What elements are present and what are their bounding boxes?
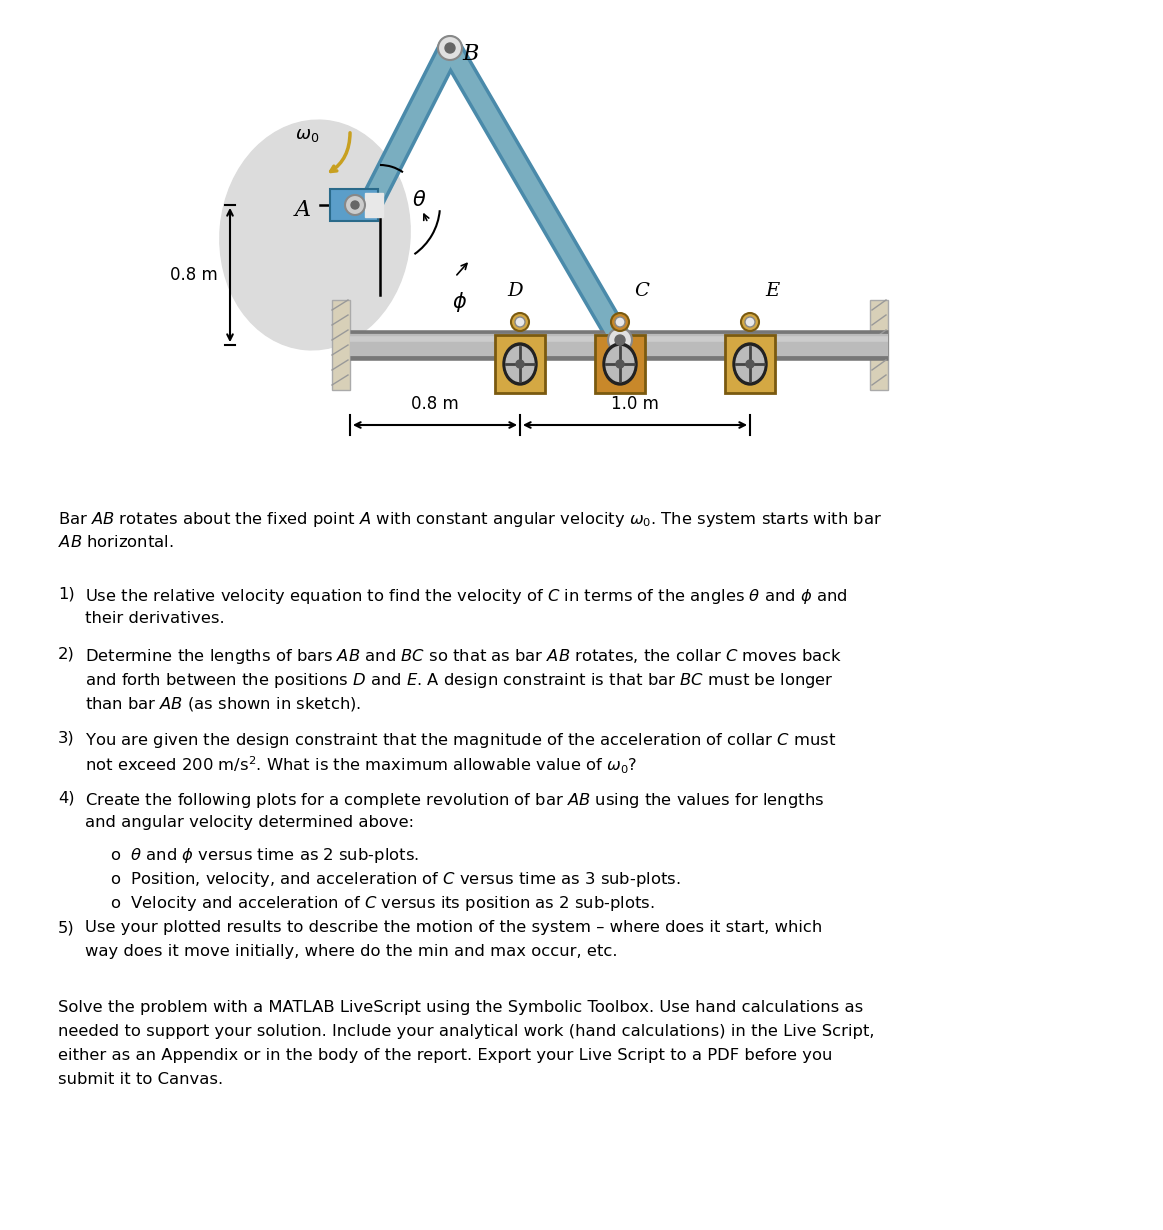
Text: You are given the design constraint that the magnitude of the acceleration of co: You are given the design constraint that… — [85, 731, 836, 750]
Text: o  Velocity and acceleration of $\mathit{C}$ versus its position as 2 sub-plots.: o Velocity and acceleration of $\mathit{… — [110, 894, 655, 913]
Text: way does it move initially, where do the min and max occur, etc.: way does it move initially, where do the… — [85, 945, 618, 959]
Text: $\phi$: $\phi$ — [452, 290, 468, 314]
Circle shape — [745, 317, 755, 327]
Circle shape — [511, 312, 529, 331]
Text: 1.0 m: 1.0 m — [611, 395, 659, 413]
Text: $\omega_0$: $\omega_0$ — [295, 125, 320, 144]
Ellipse shape — [733, 343, 768, 385]
Bar — [365, 193, 383, 216]
Text: and angular velocity determined above:: and angular velocity determined above: — [85, 814, 414, 830]
Text: $\mathit{AB}$ horizontal.: $\mathit{AB}$ horizontal. — [58, 534, 173, 550]
Circle shape — [616, 360, 625, 368]
Text: Bar $\mathit{AB}$ rotates about the fixed point $\mathit{A}$ with constant angul: Bar $\mathit{AB}$ rotates about the fixe… — [58, 510, 882, 529]
Text: their derivatives.: their derivatives. — [85, 611, 224, 626]
Circle shape — [611, 312, 629, 331]
Text: D: D — [507, 282, 523, 300]
Circle shape — [615, 317, 625, 327]
FancyBboxPatch shape — [595, 335, 645, 394]
Text: Use the relative velocity equation to find the velocity of $\mathit{C}$ in terms: Use the relative velocity equation to fi… — [85, 587, 848, 606]
Text: Solve the problem with a MATLAB LiveScript using the Symbolic Toolbox. Use hand : Solve the problem with a MATLAB LiveScri… — [58, 1000, 863, 1015]
Circle shape — [745, 360, 754, 368]
Text: 0.8 m: 0.8 m — [170, 266, 217, 284]
Text: E: E — [765, 282, 779, 300]
Text: 5): 5) — [58, 920, 74, 935]
Text: C: C — [635, 282, 649, 300]
Text: A: A — [295, 199, 312, 221]
Text: o  $\theta$ and $\phi$ versus time as 2 sub-plots.: o $\theta$ and $\phi$ versus time as 2 s… — [110, 846, 419, 865]
Ellipse shape — [220, 121, 411, 349]
Text: submit it to Canvas.: submit it to Canvas. — [58, 1071, 223, 1086]
Circle shape — [438, 36, 462, 60]
Bar — [870, 300, 889, 390]
Ellipse shape — [606, 347, 634, 381]
Text: needed to support your solution. Include your analytical work (hand calculations: needed to support your solution. Include… — [58, 1023, 875, 1038]
Text: Use your plotted results to describe the motion of the system – where does it st: Use your plotted results to describe the… — [85, 920, 822, 935]
FancyBboxPatch shape — [725, 335, 775, 394]
Ellipse shape — [506, 347, 534, 381]
Bar — [331, 300, 350, 390]
Text: 3): 3) — [58, 731, 74, 745]
Circle shape — [741, 312, 759, 331]
Circle shape — [516, 360, 525, 368]
Text: $\theta$: $\theta$ — [412, 189, 427, 210]
Text: Determine the lengths of bars $\mathit{AB}$ and $\mathit{BC}$ so that as bar $\m: Determine the lengths of bars $\mathit{A… — [85, 647, 842, 665]
Ellipse shape — [736, 347, 764, 381]
Text: 4): 4) — [58, 791, 74, 806]
Ellipse shape — [602, 343, 637, 385]
Circle shape — [515, 317, 525, 327]
Bar — [330, 189, 378, 221]
Text: than bar $\mathit{AB}$ (as shown in sketch).: than bar $\mathit{AB}$ (as shown in sket… — [85, 695, 362, 713]
Circle shape — [445, 43, 455, 53]
Circle shape — [615, 335, 625, 344]
Text: not exceed 200 m/s$^2$. What is the maximum allowable value of $\omega_0$?: not exceed 200 m/s$^2$. What is the maxi… — [85, 755, 637, 776]
Text: 2): 2) — [58, 647, 74, 662]
Circle shape — [608, 328, 632, 352]
Text: 0.8 m: 0.8 m — [412, 395, 459, 413]
Text: o  Position, velocity, and acceleration of $\mathit{C}$ versus time as 3 sub-plo: o Position, velocity, and acceleration o… — [110, 870, 680, 889]
Text: either as an Appendix or in the body of the report. Export your Live Script to a: either as an Appendix or in the body of … — [58, 1048, 833, 1063]
Ellipse shape — [504, 343, 537, 385]
Text: and forth between the positions $\mathit{D}$ and $\mathit{E}$. A design constrai: and forth between the positions $\mathit… — [85, 670, 834, 690]
Circle shape — [345, 196, 365, 215]
Text: Create the following plots for a complete revolution of bar $\mathit{AB}$ using : Create the following plots for a complet… — [85, 791, 825, 809]
Circle shape — [351, 200, 359, 209]
Text: B: B — [462, 43, 478, 65]
FancyBboxPatch shape — [495, 335, 545, 394]
Text: 1): 1) — [58, 587, 74, 601]
